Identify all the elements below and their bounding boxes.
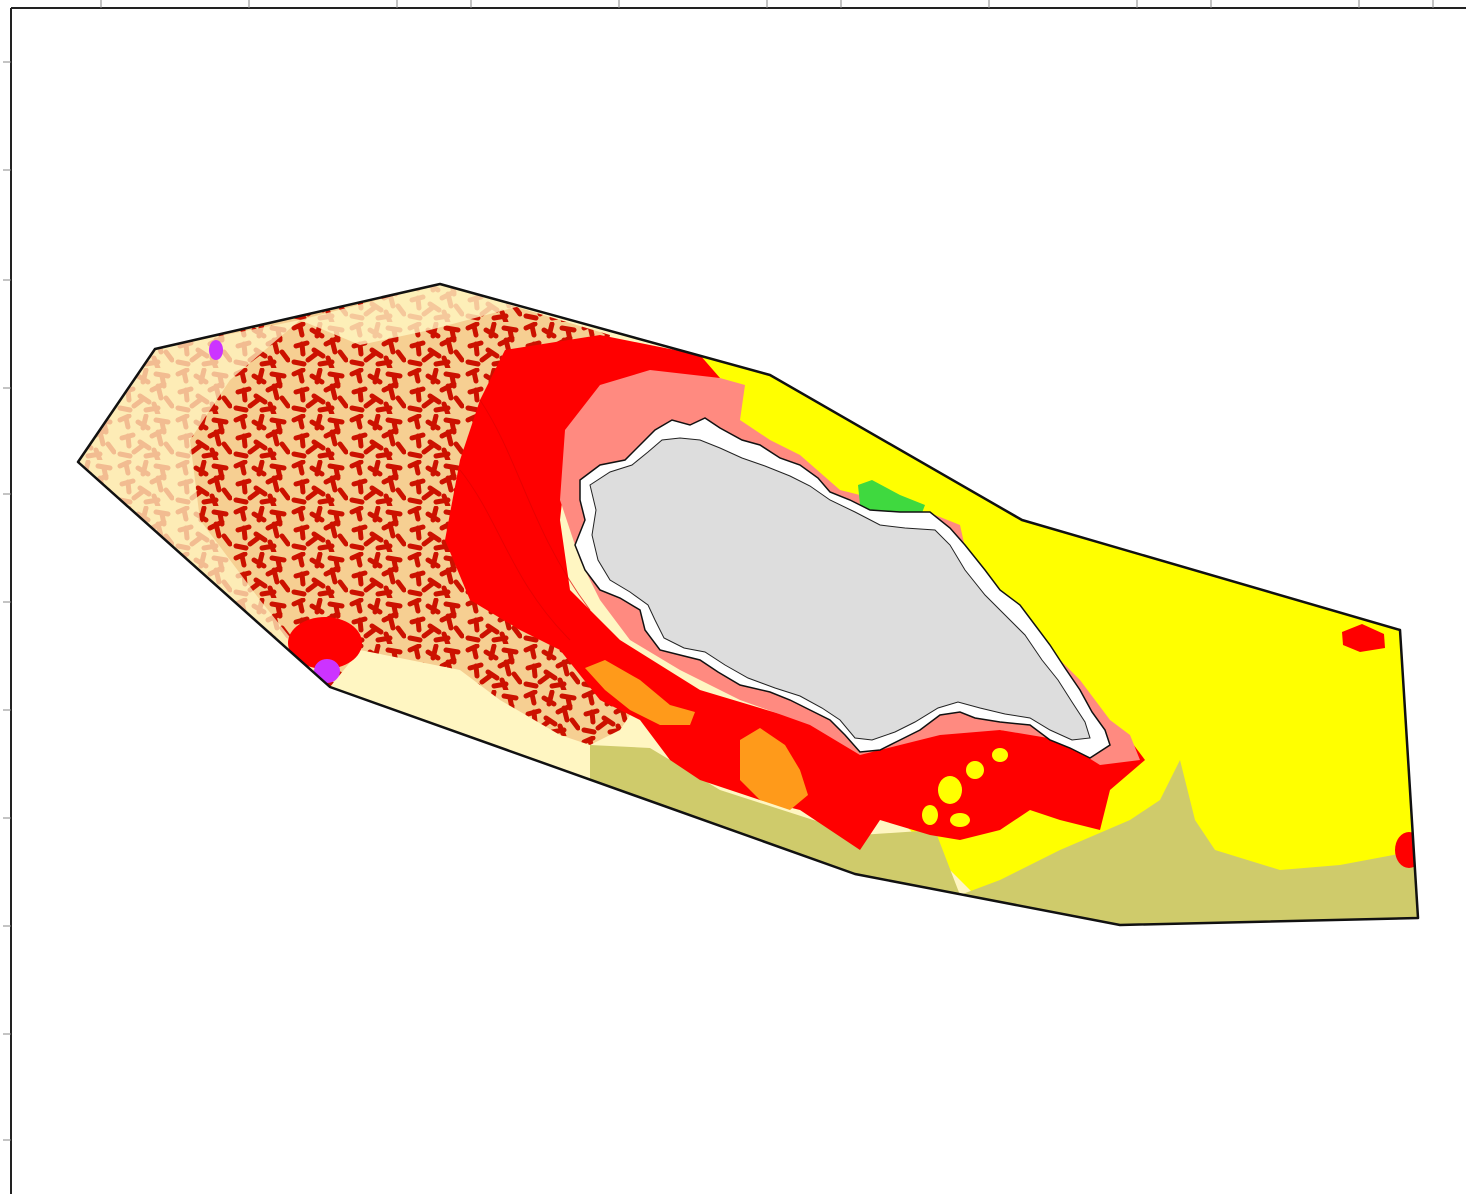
purple-spot-south[interactable] — [314, 659, 340, 683]
top-ticks — [100, 0, 1434, 8]
olive-zone[interactable] — [590, 745, 1420, 930]
red-patch-east-edge[interactable] — [1395, 832, 1423, 868]
red-zone-internal-lines — [459, 399, 591, 641]
cream-south-edge — [330, 650, 590, 780]
cream-north-edge — [300, 284, 520, 345]
red-patch-east[interactable] — [1342, 624, 1385, 652]
purple-spot-north[interactable] — [209, 340, 223, 360]
orange-patch-south[interactable] — [740, 728, 808, 810]
red-patch-west[interactable] — [288, 617, 362, 669]
orange-patch-west[interactable] — [585, 660, 695, 725]
island[interactable] — [589, 437, 1091, 741]
map-frame-border — [3, 0, 1466, 1194]
outer-boundary[interactable] — [76, 282, 1420, 927]
red-zone[interactable] — [445, 335, 1145, 850]
yellow-spots — [922, 748, 1016, 850]
cream-west-edge — [78, 320, 330, 687]
map-layers — [78, 284, 1423, 930]
left-ticks — [3, 61, 11, 1141]
